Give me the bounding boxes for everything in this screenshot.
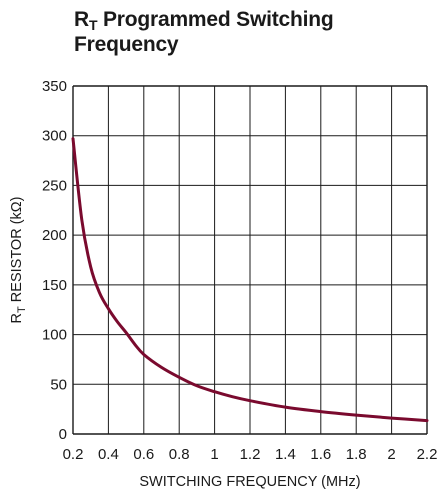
x-tick-label: 2 bbox=[387, 446, 395, 463]
y-tick-label: 350 bbox=[42, 78, 67, 95]
y-tick-label: 100 bbox=[42, 327, 67, 344]
y-tick-label: 250 bbox=[42, 177, 67, 194]
y-tick-label: 150 bbox=[42, 277, 67, 294]
y-axis-label-prefix: R bbox=[9, 313, 25, 323]
y-axis-label: RT RESISTOR (kΩ) bbox=[9, 197, 28, 324]
y-tick-label: 200 bbox=[42, 227, 67, 244]
x-tick-label: 0.4 bbox=[98, 446, 119, 463]
curve-layer bbox=[71, 137, 429, 423]
y-tick-labels: 0 50 100 150 200 250 300 350 bbox=[42, 78, 67, 443]
y-tick-label: 300 bbox=[42, 128, 67, 145]
x-tick-label: 1.4 bbox=[275, 446, 296, 463]
title-prefix: R bbox=[74, 8, 89, 31]
y-axis-label-rest: RESISTOR (kΩ) bbox=[9, 197, 25, 307]
x-tick-label: 0.2 bbox=[63, 446, 84, 463]
title-line2: Frequency bbox=[74, 33, 179, 56]
title-subscript: T bbox=[88, 17, 98, 33]
series-line bbox=[71, 137, 429, 423]
x-tick-label: 2.2 bbox=[417, 446, 438, 463]
x-tick-label: 1 bbox=[210, 446, 218, 463]
x-tick-label: 0.8 bbox=[169, 446, 190, 463]
x-axis-label: SWITCHING FREQUENCY (MHz) bbox=[139, 474, 360, 490]
chart-title: RT Programmed Switching Frequency bbox=[74, 7, 414, 57]
x-tick-label: 1.2 bbox=[240, 446, 261, 463]
title-rest: Programmed Switching bbox=[97, 8, 334, 31]
grid-layer bbox=[72, 85, 428, 435]
y-tick-label: 0 bbox=[59, 426, 67, 443]
x-tick-label: 1.8 bbox=[346, 446, 367, 463]
y-tick-label: 50 bbox=[50, 376, 67, 393]
y-axis-label-subscript: T bbox=[16, 306, 28, 313]
x-tick-label: 0.6 bbox=[133, 446, 154, 463]
x-tick-label: 1.6 bbox=[310, 446, 331, 463]
x-tick-labels: 0.2 0.4 0.6 0.8 1 1.2 1.4 1.6 1.8 2 2.2 bbox=[63, 446, 438, 463]
